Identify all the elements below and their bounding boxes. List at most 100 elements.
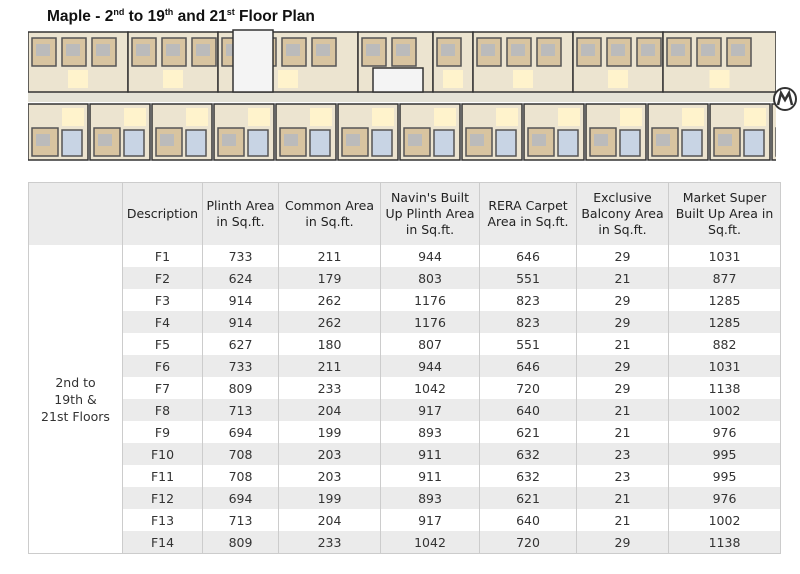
plan-room: [771, 103, 776, 161]
plan-room: [656, 134, 670, 146]
plan-room: [136, 44, 150, 56]
table-cell: 233: [278, 377, 381, 399]
table-row: F14 809 233 1042 720 29 1138: [29, 531, 781, 554]
table-cell: 29: [576, 531, 669, 554]
plan-room: [66, 44, 80, 56]
table-cell: F6: [122, 355, 203, 377]
plan-room: [36, 44, 50, 56]
table-cell: 632: [479, 443, 577, 465]
table-cell: 640: [479, 509, 577, 531]
table-row: F8 713 204 917 640 21 1002: [29, 399, 781, 421]
table-cell: 708: [202, 443, 279, 465]
table-cell: 944: [380, 245, 480, 267]
table-cell: 624: [202, 267, 279, 289]
table-cell: 733: [202, 245, 279, 267]
table-cell: 1042: [380, 531, 480, 554]
table-cell: 882: [668, 333, 781, 355]
plan-room: [641, 44, 655, 56]
plan-room: [558, 108, 580, 126]
table-cell: 21: [576, 487, 669, 509]
plan-room: [248, 108, 270, 126]
table-cell: 204: [278, 399, 381, 421]
plan-room: [372, 67, 424, 93]
table-cell: 917: [380, 509, 480, 531]
plan-room: [611, 44, 625, 56]
plan-room: [594, 134, 608, 146]
plan-room: [31, 127, 59, 157]
plan-room: [160, 134, 174, 146]
plan-room: [671, 44, 685, 56]
table-cell: F7: [122, 377, 203, 399]
table-cell: F9: [122, 421, 203, 443]
table-cell: 1002: [668, 399, 781, 421]
compass-icon: [773, 87, 797, 111]
table-cell: 262: [278, 311, 381, 333]
table-cell: 914: [202, 289, 279, 311]
plan-room: [62, 108, 84, 126]
plan-room: [196, 44, 210, 56]
plan-room: [557, 129, 579, 157]
table-cell: 551: [479, 267, 577, 289]
table-cell: 877: [668, 267, 781, 289]
table-cell: 203: [278, 465, 381, 487]
table-cell: 720: [479, 531, 577, 554]
table-cell: 713: [202, 509, 279, 531]
floor-group-label: 2nd to 19th & 21st Floors: [28, 245, 123, 554]
table-cell: 621: [479, 487, 577, 509]
table-cell: 21: [576, 421, 669, 443]
plan-room: [371, 129, 393, 157]
table-cell: 199: [278, 421, 381, 443]
plan-room: [68, 70, 88, 88]
table-cell: 21: [576, 333, 669, 355]
plan-room: [185, 129, 207, 157]
plan-room: [541, 44, 555, 56]
table-cell: 720: [479, 377, 577, 399]
page-title: Maple - 2nd to 19th and 21st Floor Plan: [47, 7, 315, 26]
table-cell: 1031: [668, 245, 781, 267]
column-header: Plinth Area in Sq.ft.: [202, 182, 279, 245]
table-cell: F5: [122, 333, 203, 355]
plan-room: [186, 108, 208, 126]
table-cell: 1002: [668, 509, 781, 531]
table-cell: 944: [380, 355, 480, 377]
plan-room: [372, 108, 394, 126]
plan-room: [124, 108, 146, 126]
table-cell: 204: [278, 509, 381, 531]
plan-room: [166, 44, 180, 56]
table-cell: 29: [576, 355, 669, 377]
plan-room: [681, 129, 703, 157]
plan-room: [581, 44, 595, 56]
plan-room: [696, 37, 722, 67]
table-cell: 21: [576, 267, 669, 289]
table-row: F9 694 199 893 621 21 976: [29, 421, 781, 443]
plan-room: [619, 129, 641, 157]
table-cell: 809: [202, 377, 279, 399]
table-cell: 233: [278, 531, 381, 554]
table-row: F3 914 262 1176 823 29 1285: [29, 289, 781, 311]
table-row: F12 694 199 893 621 21 976: [29, 487, 781, 509]
table-cell: 1042: [380, 377, 480, 399]
table-cell: 1138: [668, 531, 781, 554]
table-cell: 809: [202, 531, 279, 554]
table-cell: 21: [576, 399, 669, 421]
table-cell: F3: [122, 289, 203, 311]
table-cell: 646: [479, 355, 577, 377]
plan-room: [247, 129, 269, 157]
table-cell: F14: [122, 531, 203, 554]
table-cell: F1: [122, 245, 203, 267]
plan-room: [366, 44, 380, 56]
plan-room: [496, 108, 518, 126]
table-cell: 995: [668, 465, 781, 487]
table-row: F6 733 211 944 646 29 1031: [29, 355, 781, 377]
table-cell: 917: [380, 399, 480, 421]
plan-room: [396, 44, 410, 56]
table-cell: F11: [122, 465, 203, 487]
table-row: F7 809 233 1042 720 29 1138: [29, 377, 781, 399]
table-cell: 646: [479, 245, 577, 267]
column-header: Exclusive Balcony Area in Sq.ft.: [576, 182, 669, 245]
plan-room: [346, 134, 360, 146]
table-cell: 1285: [668, 311, 781, 333]
plan-room: [98, 134, 112, 146]
column-header: Market Super Built Up Area in Sq.ft.: [668, 182, 781, 245]
table-cell: 911: [380, 465, 480, 487]
